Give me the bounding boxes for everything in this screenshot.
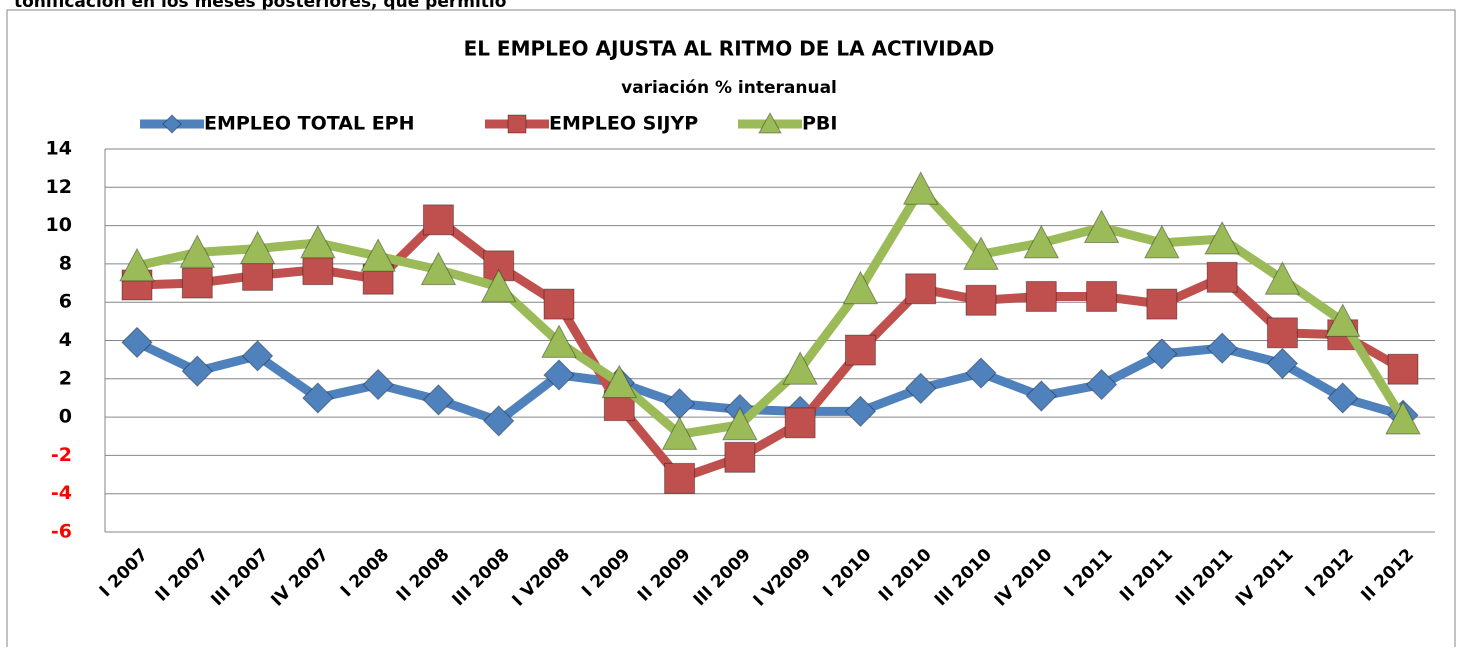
- marker: [965, 284, 997, 316]
- y-tick-label: -6: [51, 521, 72, 543]
- marker: [1025, 380, 1057, 412]
- y-tick-label: 12: [46, 176, 72, 198]
- marker: [963, 236, 999, 270]
- marker: [844, 395, 877, 428]
- legend-label: PBI: [802, 113, 837, 135]
- marker: [1266, 347, 1299, 380]
- y-tick-label: 4: [59, 329, 72, 351]
- marker: [1206, 332, 1238, 364]
- marker: [162, 114, 182, 134]
- marker: [842, 270, 879, 305]
- chart-frame: [6, 9, 1456, 651]
- marker: [1023, 224, 1060, 259]
- marker: [902, 171, 939, 205]
- marker: [239, 230, 276, 265]
- marker: [119, 247, 155, 282]
- marker: [1387, 353, 1419, 385]
- marker: [601, 364, 638, 399]
- marker: [1083, 209, 1120, 244]
- marker: [905, 372, 937, 405]
- marker: [241, 340, 274, 372]
- marker: [543, 288, 575, 320]
- marker: [121, 326, 153, 359]
- y-tick-label: 14: [46, 138, 72, 160]
- marker: [507, 114, 527, 134]
- marker: [1144, 224, 1180, 259]
- marker: [784, 407, 816, 439]
- marker: [300, 224, 336, 259]
- series-line: [135, 338, 1405, 426]
- marker: [480, 268, 517, 303]
- marker: [179, 234, 216, 268]
- marker: [1146, 338, 1178, 370]
- marker: [782, 351, 818, 385]
- marker: [1264, 261, 1301, 295]
- marker: [242, 259, 274, 291]
- legend-label: EMPLEO TOTAL EPH: [204, 113, 415, 135]
- marker: [362, 368, 394, 401]
- marker: [724, 441, 756, 473]
- y-tick-label: 6: [59, 291, 72, 313]
- marker: [661, 416, 698, 450]
- marker: [1327, 382, 1359, 414]
- marker: [1385, 400, 1421, 435]
- marker: [722, 406, 758, 441]
- marker: [181, 267, 213, 299]
- y-tick-label: -2: [51, 444, 72, 466]
- series-line: [136, 215, 1406, 483]
- marker: [422, 204, 454, 236]
- marker: [965, 357, 997, 389]
- y-tick-label: -4: [51, 482, 72, 504]
- marker: [1085, 368, 1118, 401]
- marker: [844, 334, 876, 366]
- marker: [1324, 303, 1361, 337]
- marker: [302, 382, 334, 414]
- marker: [302, 254, 334, 286]
- marker: [905, 273, 937, 305]
- marker: [541, 324, 577, 358]
- y-tick-label: 2: [59, 367, 72, 389]
- marker: [422, 384, 455, 416]
- legend-label: EMPLEO SIJYP: [549, 113, 698, 135]
- marker: [360, 238, 396, 272]
- y-tick-label: 0: [59, 406, 72, 428]
- y-tick-label: 10: [46, 214, 72, 236]
- page-text: tonificación en los meses posteriores, q…: [14, 0, 506, 12]
- marker: [420, 251, 457, 286]
- marker: [483, 405, 515, 437]
- marker: [664, 462, 696, 494]
- marker: [543, 359, 575, 391]
- marker: [1086, 280, 1118, 312]
- marker: [1025, 280, 1057, 312]
- marker: [181, 355, 213, 387]
- marker: [1206, 261, 1238, 293]
- chart-title: EL EMPLEO AJUSTA AL RITMO DE LA ACTIVIDA…: [464, 37, 995, 61]
- y-tick-label: 8: [59, 252, 72, 274]
- series-line: [136, 184, 1407, 439]
- marker: [1146, 288, 1178, 320]
- marker: [1204, 220, 1240, 255]
- marker: [758, 111, 782, 134]
- marker: [1266, 317, 1298, 349]
- chart-subtitle: variación % interanual: [621, 78, 837, 98]
